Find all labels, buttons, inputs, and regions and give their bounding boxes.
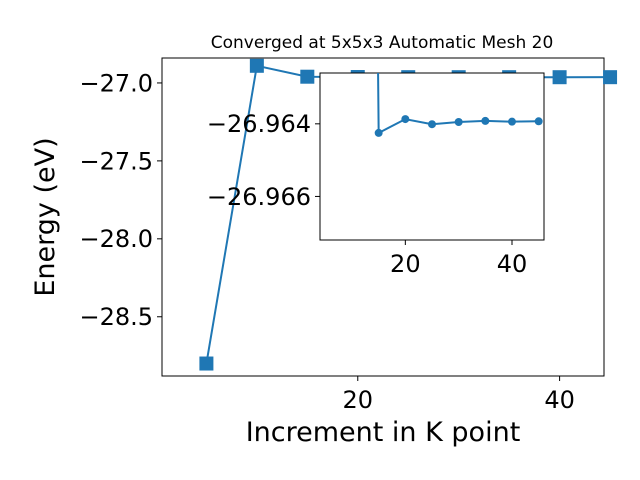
data-point <box>508 117 516 126</box>
y-tick-label: −28.0 <box>79 225 153 253</box>
y-tick-label: −27.5 <box>79 147 153 175</box>
main-y-ticks: −28.5 −28.0 −27.5 −27.0 <box>79 69 162 331</box>
inset-plot-frame <box>319 72 545 241</box>
y-tick-label: −28.5 <box>79 303 153 331</box>
y-tick-label: −27.0 <box>79 69 153 97</box>
x-tick-label: 40 <box>544 386 575 414</box>
inset-plot: 20 40 −26.966−26.964 <box>207 72 545 278</box>
y-tick-label: −26.966 <box>207 183 311 211</box>
inset-y-ticks: −26.966 −26.964 <box>207 110 320 211</box>
data-point <box>534 117 543 126</box>
series-line <box>377 73 539 135</box>
x-tick-label: 40 <box>497 250 528 278</box>
chart-title: Converged at 5x5x3 Automatic Mesh 20 <box>211 33 554 53</box>
data-point <box>481 116 490 125</box>
x-tick-label: 20 <box>390 250 421 278</box>
data-point <box>428 120 436 129</box>
x-tick-label: 20 <box>342 386 373 414</box>
data-point <box>603 70 618 85</box>
data-point <box>401 115 410 124</box>
y-axis-label: Energy (eV) <box>30 137 61 296</box>
main-x-ticks: 20 40 <box>342 376 575 414</box>
inset-x-ticks: 20 40 <box>390 240 527 278</box>
inset-series <box>374 73 543 137</box>
data-point <box>552 70 567 85</box>
y-tick-label: −26.964 <box>207 110 311 138</box>
data-point <box>199 356 214 371</box>
data-point <box>300 69 315 84</box>
data-point <box>249 58 264 73</box>
data-point <box>454 118 463 127</box>
data-point <box>374 128 383 137</box>
x-axis-label: Increment in K point <box>246 417 521 448</box>
